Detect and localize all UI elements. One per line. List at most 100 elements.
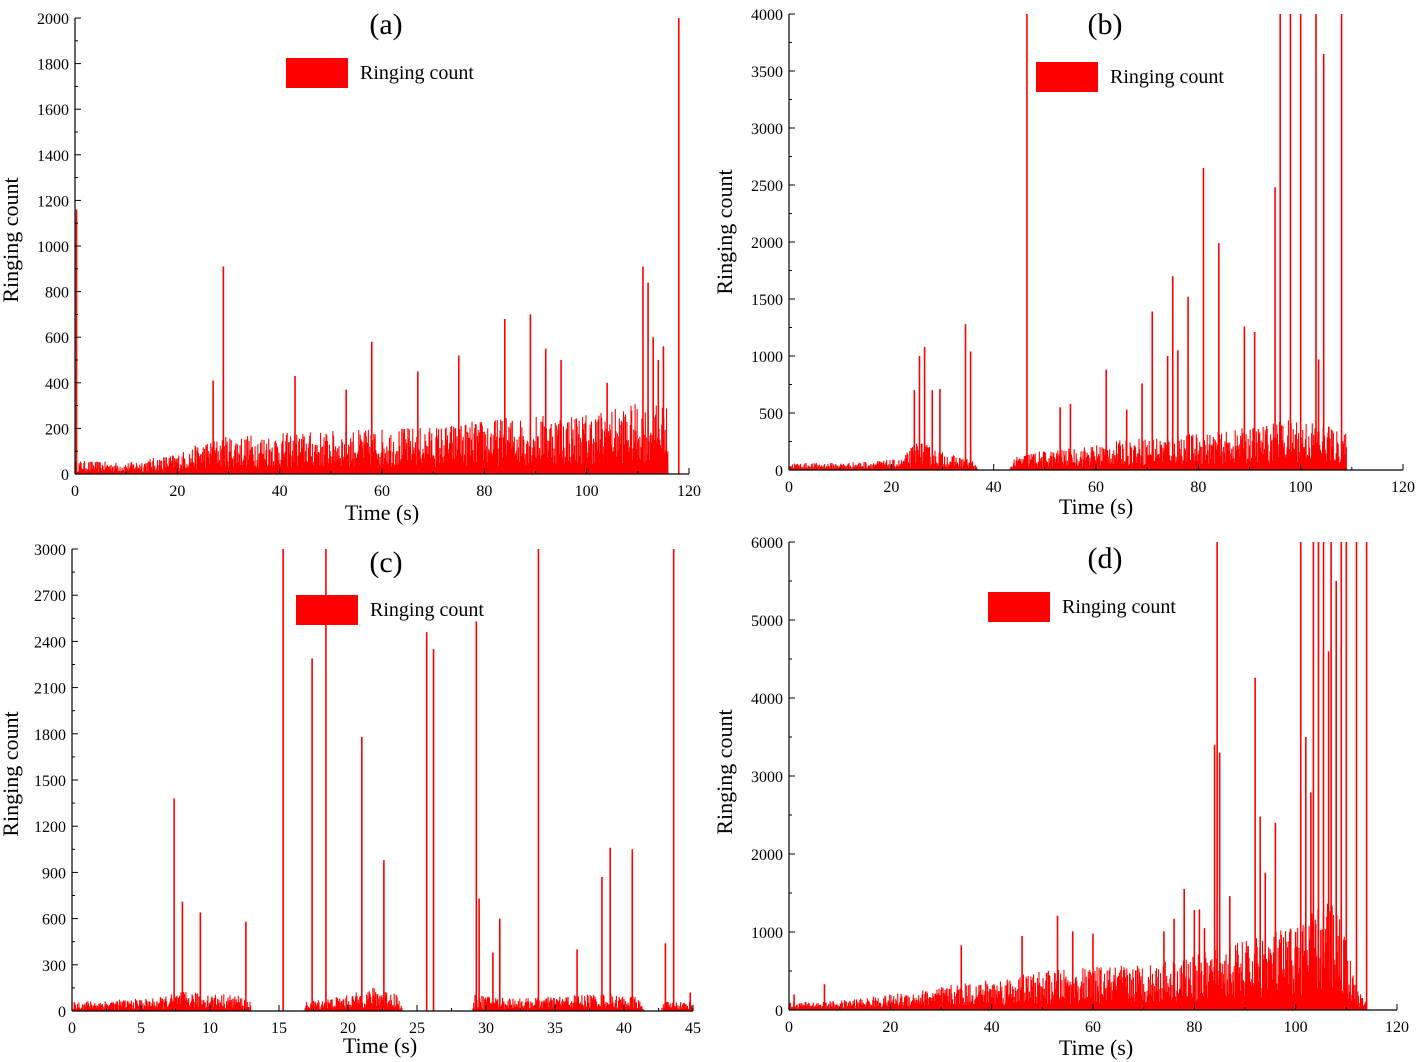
y-tick-label: 2000 <box>751 235 783 252</box>
x-tick-label: 40 <box>986 479 1002 496</box>
legend-swatch <box>988 592 1050 622</box>
y-tick-label: 2000 <box>751 847 783 864</box>
y-tick-label: 300 <box>42 958 66 975</box>
legend-label: Ringing count <box>1062 596 1176 618</box>
y-tick-label: 1000 <box>751 349 783 366</box>
x-tick-label: 0 <box>785 1019 793 1036</box>
spikes-b <box>913 14 1343 470</box>
noise-bars-c <box>71 987 694 1011</box>
x-tick-label: 20 <box>882 1019 898 1036</box>
y-tick-label: 800 <box>45 285 69 302</box>
legend-label: Ringing count <box>360 62 474 84</box>
x-tick-label: 20 <box>340 1020 356 1037</box>
y-tick-label: 3500 <box>751 64 783 81</box>
x-axis-title: Time (s) <box>1059 494 1133 519</box>
y-tick-label: 1500 <box>34 773 66 790</box>
noise-bars-d <box>788 903 1367 1010</box>
y-tick-label: 900 <box>42 865 66 882</box>
spikes-a <box>75 18 680 474</box>
y-tick-label: 1200 <box>34 819 66 836</box>
x-tick-label: 40 <box>984 1019 1000 1036</box>
legend-label: Ringing count <box>1110 66 1224 88</box>
y-tick-label: 1400 <box>37 148 69 165</box>
x-tick-label: 60 <box>374 483 390 500</box>
y-axis-title: Ringing count <box>712 169 737 294</box>
x-tick-label: 120 <box>677 483 701 500</box>
x-axis-title: Time (s) <box>345 500 419 525</box>
y-tick-label: 1000 <box>37 239 69 256</box>
y-tick-label: 0 <box>58 1004 66 1021</box>
x-tick-label: 100 <box>1289 479 1313 496</box>
y-tick-label: 4000 <box>751 691 783 708</box>
y-tick-label: 2000 <box>37 11 69 28</box>
panel-b: 0 20 40 60 80 100 120 0 500 1000 1500 2000 2500 3000 3… <box>712 7 1415 519</box>
y-tick-label: 3000 <box>34 542 66 559</box>
y-tick-label: 0 <box>775 1003 783 1020</box>
x-tick-label: 0 <box>68 1020 76 1037</box>
x-tick-label: 80 <box>1190 479 1206 496</box>
legend-label: Ringing count <box>370 599 484 621</box>
x-tick-label: 45 <box>685 1020 701 1037</box>
x-tick-label: 10 <box>202 1020 218 1037</box>
x-axis-title: Time (s) <box>1059 1035 1133 1060</box>
y-tick-label: 0 <box>61 467 69 484</box>
x-tick-label: 40 <box>272 483 288 500</box>
y-axis-title: Ringing count <box>712 709 737 834</box>
x-tick-label: 20 <box>883 479 899 496</box>
y-tick-label: 200 <box>45 421 69 438</box>
spikes-d <box>793 542 1368 1010</box>
y-tick-label: 0 <box>775 463 783 480</box>
y-tick-label: 2100 <box>34 681 66 698</box>
x-tick-label: 15 <box>271 1020 287 1037</box>
y-tick-label: 500 <box>759 406 783 423</box>
y-tick-label: 1000 <box>751 925 783 942</box>
x-tick-label: 0 <box>71 483 79 500</box>
x-tick-label: 25 <box>409 1020 425 1037</box>
y-tick-label: 3000 <box>751 769 783 786</box>
panel-label: (c) <box>369 546 402 579</box>
y-tick-label: 1600 <box>37 102 69 119</box>
y-tick-label: 1200 <box>37 193 69 210</box>
x-tick-label: 35 <box>547 1020 563 1037</box>
x-tick-label: 100 <box>575 483 599 500</box>
y-tick-label: 600 <box>42 912 66 929</box>
x-tick-label: 60 <box>1088 479 1104 496</box>
y-tick-label: 4000 <box>751 7 783 24</box>
x-axis-title: Time (s) <box>343 1033 417 1058</box>
x-tick-label: 20 <box>169 483 185 500</box>
y-axis-title: Ringing count <box>0 177 23 302</box>
x-tick-label: 100 <box>1284 1019 1308 1036</box>
x-tick-label: 5 <box>137 1020 145 1037</box>
x-tick-label: 40 <box>616 1020 632 1037</box>
y-tick-label: 6000 <box>751 535 783 552</box>
panel-label: (d) <box>1088 542 1123 575</box>
legend-swatch <box>286 58 348 88</box>
y-axis-title: Ringing count <box>0 711 23 836</box>
panel-label: (b) <box>1088 8 1123 41</box>
legend-swatch <box>296 595 358 625</box>
y-tick-label: 2700 <box>34 588 66 605</box>
spikes-c <box>173 549 692 1011</box>
y-tick-label: 1800 <box>34 727 66 744</box>
panel-d: 0 20 40 60 80 100 120 0 1000 2000 3000 4000 5000 6000… <box>712 535 1409 1060</box>
panel-c: 0 5 10 15 20 25 30 35 40 45 0 300 600 900 1200 1500 1800… <box>0 542 701 1058</box>
panel-label: (a) <box>369 8 402 41</box>
x-tick-label: 60 <box>1085 1019 1101 1036</box>
y-tick-label: 2400 <box>34 634 66 651</box>
noise-bars-a <box>74 404 669 474</box>
y-tick-label: 5000 <box>751 613 783 630</box>
x-tick-label: 0 <box>785 479 793 496</box>
y-tick-label: 1800 <box>37 57 69 74</box>
x-tick-label: 120 <box>1385 1019 1409 1036</box>
y-tick-label: 600 <box>45 330 69 347</box>
panel-a: 0 20 40 60 80 100 1200200400600800100012001400… <box>0 8 701 525</box>
y-tick-label: 2500 <box>751 178 783 195</box>
x-tick-label: 120 <box>1391 479 1415 496</box>
x-tick-label: 80 <box>476 483 492 500</box>
y-tick-label: 1500 <box>751 292 783 309</box>
x-tick-label: 30 <box>478 1020 494 1037</box>
legend-swatch <box>1036 62 1098 92</box>
y-tick-label: 3000 <box>751 121 783 138</box>
y-tick-label: 400 <box>45 376 69 393</box>
